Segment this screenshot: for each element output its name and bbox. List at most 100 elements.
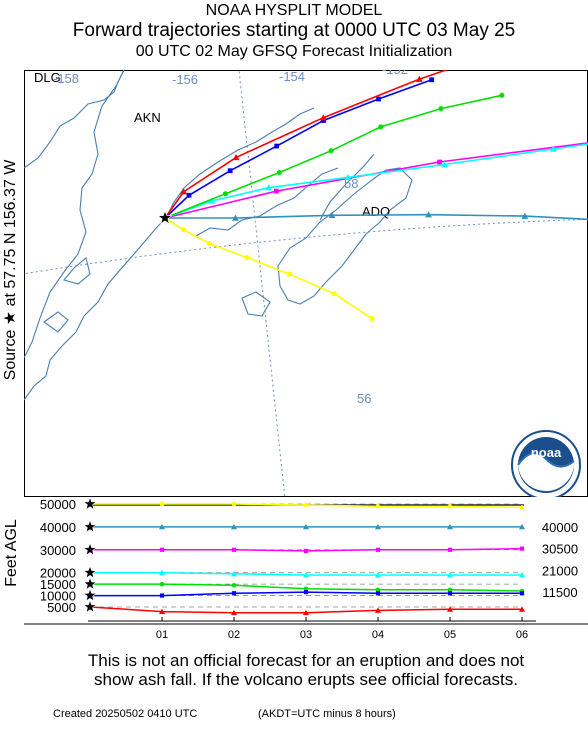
altitude-right-label: 21000 — [542, 563, 578, 578]
trajectory-marker — [227, 168, 233, 174]
meridian-line — [238, 70, 286, 497]
time-tick-label: 01 — [156, 629, 168, 641]
noaa-logo-text: noaa — [531, 445, 562, 460]
altitude-marker — [519, 546, 525, 551]
trajectory-tracks — [157, 70, 588, 322]
altitude-marker — [447, 606, 453, 612]
trajectory-marker — [208, 197, 216, 204]
trajectory-marker — [378, 124, 384, 130]
trajectory-marker — [321, 118, 326, 123]
altitude-marker — [231, 523, 237, 530]
trajectory-marker — [222, 191, 229, 197]
trajectory-marker — [276, 169, 282, 176]
altitude-marker — [447, 547, 453, 552]
trajectory-subtitle: Forward trajectories starting at 0000 UT… — [72, 20, 516, 41]
time-tick-label: 02 — [228, 629, 240, 641]
run-info: 00 UTC 02 May GFSQ Forecast Initializati… — [135, 43, 453, 60]
trajectory-marker — [273, 188, 279, 194]
altitude-marker — [519, 523, 525, 530]
altitude-marker — [375, 571, 381, 578]
altitude-marker — [303, 590, 309, 595]
altitude-marker — [231, 583, 237, 588]
trajectory-track — [164, 77, 435, 219]
trajectory-marker — [521, 212, 529, 219]
disclaimer-line-1: This is not an official forecast for an … — [87, 651, 525, 670]
altitude-tick-label: 40000 — [40, 520, 76, 535]
altitude-marker — [447, 504, 453, 509]
altitude-series-line — [82, 599, 525, 616]
trajectory-marker — [499, 92, 505, 98]
altitude-marker — [159, 523, 165, 530]
altitude-marker — [447, 591, 453, 596]
coastline-segment — [165, 107, 315, 219]
trajectory-track — [164, 92, 505, 219]
time-tick-label: 04 — [372, 629, 384, 641]
trajectory-marker — [244, 255, 250, 261]
place-label: ADQ — [362, 204, 390, 219]
altitude-marker — [159, 569, 165, 576]
trajectory-marker — [415, 75, 423, 82]
altitude-marker — [375, 523, 381, 530]
noaa-logo: noaa — [511, 430, 581, 497]
altitude-marker — [375, 504, 381, 509]
altitude-series-line — [82, 542, 525, 556]
altitude-marker — [447, 587, 453, 593]
altitude-start-star — [82, 576, 98, 591]
altitude-start-star — [82, 519, 98, 533]
altitude-marker — [375, 607, 381, 613]
altitude-marker — [519, 505, 525, 510]
altitude-start-star — [82, 565, 98, 579]
trajectory-marker — [369, 316, 375, 322]
trajectory-track — [165, 211, 588, 221]
coastline-segment — [241, 291, 271, 317]
altitude-right-label: 30500 — [542, 542, 578, 557]
trajectory-marker — [206, 241, 212, 247]
altitude-series-line — [82, 519, 525, 533]
altitude-series-line — [82, 588, 525, 602]
model-title: NOAA HYSPLIT MODEL — [205, 2, 383, 19]
altitude-axis-label: Feet AGL — [3, 519, 20, 587]
grid-labels: -158-156-154-1525856 — [53, 70, 408, 406]
altitude-right-label: 11500 — [542, 585, 577, 600]
source-star — [157, 210, 173, 225]
trajectory-marker — [232, 153, 240, 161]
trajectory-marker — [437, 159, 442, 165]
altitude-tick-label: 5000 — [47, 600, 76, 615]
altitude-marker — [159, 581, 165, 587]
altitude-start-star — [82, 497, 98, 511]
trajectory-marker — [438, 106, 444, 112]
longitude-label: -154 — [279, 70, 305, 84]
trajectory-marker — [549, 145, 557, 152]
altitude-tick-label: 50000 — [40, 497, 76, 512]
altitude-marker — [303, 586, 309, 591]
trajectory-marker — [186, 192, 192, 198]
altitude-marker — [375, 591, 381, 596]
altitude-right-label: 40000 — [542, 520, 578, 535]
altitude-start-star — [82, 588, 98, 602]
trajectory-track — [164, 142, 588, 219]
altitude-marker — [231, 609, 237, 616]
altitude-marker — [375, 547, 381, 552]
altitude-marker — [159, 608, 165, 614]
altitude-marker — [519, 606, 525, 612]
time-tick-label: 06 — [516, 629, 528, 641]
altitude-marker — [159, 547, 165, 552]
coastline-segment — [63, 257, 91, 285]
altitude-marker — [159, 501, 165, 507]
altitude-tick-label: 30000 — [40, 543, 76, 558]
trajectory-marker — [232, 214, 239, 221]
altitude-marker — [231, 501, 237, 507]
longitude-label: -158 — [53, 71, 79, 86]
altitude-marker — [519, 591, 525, 596]
trajectory-marker — [319, 114, 327, 121]
altitude-start-star — [82, 542, 98, 556]
altitude-labels: 40000 30500 21000 11500 — [542, 520, 578, 600]
trajectory-marker — [376, 96, 381, 102]
altitude-series-line — [82, 565, 525, 579]
coastline-segment — [24, 70, 125, 169]
altitude-marker — [303, 548, 309, 554]
coastline-segment — [24, 70, 125, 359]
trajectory-marker — [274, 143, 280, 149]
